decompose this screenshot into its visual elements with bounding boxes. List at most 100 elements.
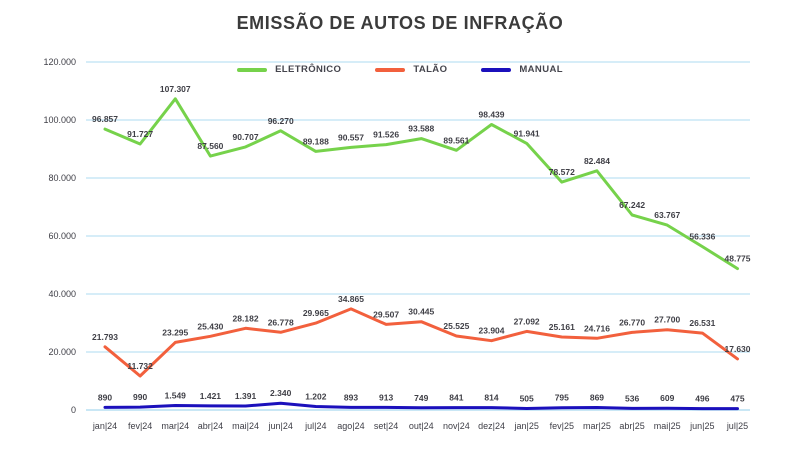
svg-text:29.965: 29.965 [303,308,329,318]
svg-text:out|24: out|24 [409,421,434,431]
svg-text:609: 609 [660,393,674,403]
svg-text:fev|25: fev|25 [550,421,574,431]
svg-text:749: 749 [414,393,428,403]
series-data-labels: 96.857 91.727 107.307 87.560 90.707 96.270 89.… [92,84,751,264]
svg-text:23.904: 23.904 [479,326,505,336]
x-axis-tick-labels: jan|24 fev|24 mar|24 abr|24 mai|24 jun|24 jul|… [92,421,748,431]
legend-label-manual: MANUAL [519,64,563,75]
svg-text:120.000: 120.000 [43,57,76,67]
svg-text:jun|25: jun|25 [689,421,714,431]
svg-text:jan|25: jan|25 [513,421,538,431]
svg-text:78.572: 78.572 [549,167,575,177]
legend-swatch-talao-icon [375,67,406,72]
chart-title: EMISSÃO DE AUTOS DE INFRAÇÃO [236,13,564,33]
svg-text:abr|25: abr|25 [619,421,644,431]
legend-item-manual[interactable]: MANUAL [481,64,563,75]
svg-text:505: 505 [520,394,534,404]
svg-text:40.000: 40.000 [48,289,76,299]
svg-text:jun|24: jun|24 [268,421,293,431]
series-data-labels: 21.793 11.732 23.295 25.430 28.182 26.778 29.9… [92,294,751,371]
svg-text:814: 814 [484,393,498,403]
svg-text:60.000: 60.000 [48,231,76,241]
svg-text:mar|24: mar|24 [161,421,189,431]
svg-text:89.188: 89.188 [303,136,329,146]
svg-text:abr|24: abr|24 [198,421,223,431]
svg-text:26.531: 26.531 [689,318,715,328]
svg-text:27.700: 27.700 [654,315,680,325]
svg-text:87.560: 87.560 [197,141,223,151]
svg-text:jul|24: jul|24 [304,421,326,431]
svg-text:869: 869 [590,392,604,402]
svg-text:913: 913 [379,392,393,402]
legend-label-eletronico: ELETRÔNICO [275,64,342,75]
legend-item-talao[interactable]: TALÃO [375,64,447,75]
svg-text:91.526: 91.526 [373,130,399,140]
y-axis-tick-labels: 0 20.000 40.000 60.000 80.000 100.000 120.000 [43,57,76,415]
svg-text:mai|24: mai|24 [232,421,259,431]
svg-text:jul|25: jul|25 [726,421,748,431]
legend-label-talao: TALÃO [413,64,448,75]
svg-text:80.000: 80.000 [48,173,76,183]
svg-text:11.732: 11.732 [127,361,153,371]
series-talao: 21.793 11.732 23.295 25.430 28.182 26.778 29.9… [92,294,751,378]
svg-text:96.857: 96.857 [92,114,118,124]
legend-swatch-manual-icon [481,67,512,72]
svg-text:set|24: set|24 [374,421,398,431]
svg-text:1.202: 1.202 [305,392,327,402]
chart-legend: ELETRÔNICO TALÃO MANUAL [0,64,800,75]
svg-text:nov|24: nov|24 [443,421,470,431]
svg-text:24.716: 24.716 [584,323,610,333]
svg-text:2.340: 2.340 [270,388,292,398]
svg-text:91.941: 91.941 [514,128,540,138]
svg-text:29.507: 29.507 [373,309,399,319]
svg-text:96.270: 96.270 [268,116,294,126]
svg-text:26.770: 26.770 [619,317,645,327]
svg-text:795: 795 [555,393,569,403]
svg-text:890: 890 [98,392,112,402]
svg-text:1.421: 1.421 [200,391,222,401]
svg-text:536: 536 [625,393,639,403]
svg-text:21.793: 21.793 [92,332,118,342]
svg-text:27.092: 27.092 [514,316,540,326]
svg-text:89.561: 89.561 [443,135,469,145]
svg-text:93.588: 93.588 [408,124,434,134]
svg-text:jan|24: jan|24 [92,421,117,431]
svg-text:90.707: 90.707 [233,132,259,142]
svg-text:28.182: 28.182 [233,313,259,323]
svg-text:ago|24: ago|24 [337,421,364,431]
svg-text:67.242: 67.242 [619,200,645,210]
svg-text:98.439: 98.439 [479,110,505,120]
svg-text:20.000: 20.000 [48,347,76,357]
svg-text:90.557: 90.557 [338,132,364,142]
svg-text:48.775: 48.775 [725,254,751,264]
svg-text:990: 990 [133,392,147,402]
svg-text:25.430: 25.430 [197,321,223,331]
svg-text:893: 893 [344,392,358,402]
svg-text:1.391: 1.391 [235,391,257,401]
svg-text:56.336: 56.336 [689,232,715,242]
svg-text:475: 475 [730,394,744,404]
legend-swatch-eletronico-icon [237,67,268,72]
svg-text:mai|25: mai|25 [654,421,681,431]
svg-text:25.525: 25.525 [443,321,469,331]
svg-text:0: 0 [71,405,76,415]
svg-text:17.630: 17.630 [725,344,751,354]
series-data-labels: 890 990 1.549 1.421 1.391 2.340 1.202 893 913 749… [98,388,745,403]
svg-text:fev|24: fev|24 [128,421,152,431]
svg-text:100.000: 100.000 [43,115,76,125]
svg-text:496: 496 [695,394,709,404]
svg-text:30.445: 30.445 [408,307,434,317]
svg-text:34.865: 34.865 [338,294,364,304]
series-eletronico: 96.857 91.727 107.307 87.560 90.707 96.270 89.… [92,84,751,271]
svg-text:mar|25: mar|25 [583,421,611,431]
legend-item-eletronico[interactable]: ELETRÔNICO [237,64,341,75]
svg-text:1.549: 1.549 [165,391,187,401]
svg-text:dez|24: dez|24 [478,421,505,431]
series-manual: 890 990 1.549 1.421 1.391 2.340 1.202 893 913 749… [98,388,745,411]
svg-text:82.484: 82.484 [584,156,610,166]
gridlines [86,61,750,411]
svg-text:63.767: 63.767 [654,210,680,220]
svg-text:25.161: 25.161 [549,322,575,332]
svg-text:91.727: 91.727 [127,129,153,139]
